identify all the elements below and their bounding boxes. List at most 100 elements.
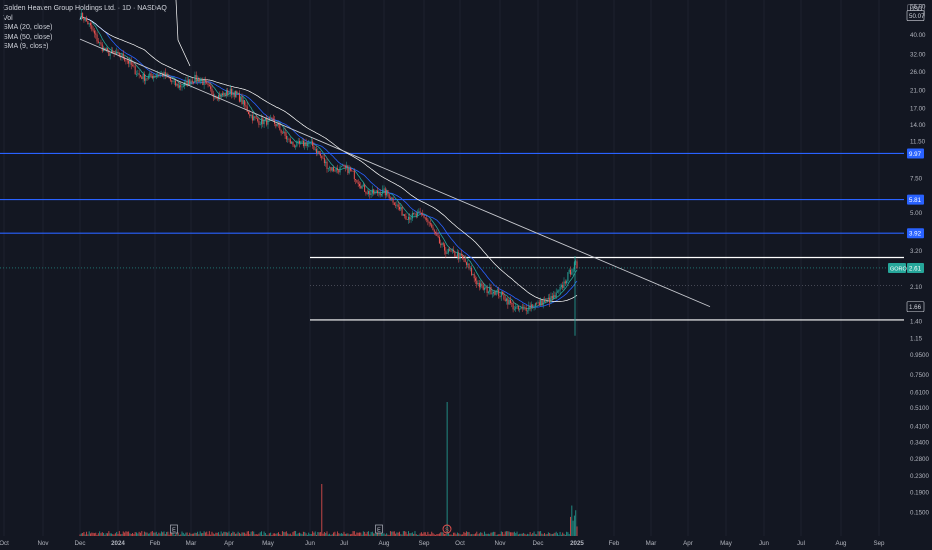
volume-bar <box>527 533 529 536</box>
volume-bar <box>229 534 231 536</box>
volume-bar <box>486 533 488 536</box>
candle <box>528 301 530 314</box>
candle-body <box>465 262 467 265</box>
volume-bar <box>335 534 337 536</box>
volume-bar <box>202 533 204 536</box>
candle-body <box>150 73 152 77</box>
legend-title[interactable]: Golden Heaven Group Holdings Ltd. · 1D ·… <box>3 5 167 12</box>
candle <box>101 42 103 53</box>
candle <box>362 183 364 188</box>
volume-bar <box>523 532 525 536</box>
candle <box>299 138 300 148</box>
candle <box>493 291 495 297</box>
candle <box>267 116 269 129</box>
candle-body <box>410 218 412 220</box>
candle <box>471 265 473 277</box>
candle-body <box>447 249 449 253</box>
candle-body <box>327 168 329 169</box>
volume-bar <box>259 532 261 536</box>
candle-body <box>519 309 521 310</box>
candle-body <box>391 197 393 200</box>
candle-body <box>413 212 415 214</box>
candle-body <box>375 190 377 192</box>
candle <box>175 79 177 87</box>
candle <box>482 282 484 291</box>
candle-body <box>120 56 122 58</box>
candle-body <box>386 190 388 196</box>
volume-bar <box>122 531 124 536</box>
volume-bar <box>361 534 363 536</box>
legend-sma50[interactable]: SMA (50, close) <box>3 33 53 41</box>
candle <box>478 280 480 291</box>
volume-bar <box>129 533 131 536</box>
candle-body <box>509 299 511 304</box>
volume-bar <box>436 534 438 536</box>
y-tick-label: 32.00 <box>910 51 926 58</box>
candle <box>154 74 156 78</box>
x-tick-label: May <box>720 540 733 547</box>
candle <box>84 17 86 22</box>
legend-sma9[interactable]: SMA (9, close) <box>3 43 49 50</box>
candle-body <box>110 50 112 54</box>
volume-bar <box>339 533 341 536</box>
volume-bar <box>136 532 137 536</box>
legend-vol[interactable]: Vol <box>3 14 13 22</box>
candle-body <box>82 13 84 19</box>
price-axis: 56.00 40.00 32.00 26.00 21.00 17.00 14.00 11.50… <box>888 4 929 517</box>
candle-body <box>195 74 197 81</box>
price-badge-bg <box>907 148 924 159</box>
volume-bar <box>515 533 517 536</box>
candle <box>304 139 306 150</box>
candle <box>109 53 111 60</box>
candle-body <box>490 287 492 295</box>
volume-bar <box>555 531 557 536</box>
candle-body <box>116 51 118 55</box>
volume-bar <box>446 402 448 536</box>
candle-body <box>134 66 136 75</box>
candle-body <box>551 296 553 299</box>
candle <box>339 164 341 176</box>
candle-body <box>355 179 357 181</box>
volume-bar <box>371 531 373 536</box>
candle <box>329 165 331 172</box>
candle <box>387 189 389 197</box>
earnings-icon <box>170 524 178 534</box>
candle <box>432 224 434 231</box>
volume-bar <box>388 534 390 536</box>
candle <box>100 39 102 47</box>
volume-bar <box>462 534 464 536</box>
x-tick-label: Jun <box>759 540 770 547</box>
volume-bar <box>494 531 496 536</box>
volume-bar <box>249 534 251 536</box>
candle-body <box>473 274 475 279</box>
candle <box>405 213 407 221</box>
volume-bar <box>530 534 532 536</box>
volume-bar <box>491 532 493 536</box>
volume-bar <box>405 531 407 536</box>
candle-body <box>369 191 371 195</box>
volume-bar <box>432 533 434 536</box>
legend-sma20[interactable]: SMA (20, close) <box>3 24 53 31</box>
volume-bar <box>459 534 461 536</box>
candle <box>262 115 264 128</box>
candle <box>321 155 323 161</box>
y-tick-label: 0.1500 <box>910 510 929 517</box>
candle-body <box>89 23 91 26</box>
candle-body <box>339 166 341 173</box>
y-tick-label: 0.4100 <box>910 424 929 431</box>
candle <box>180 82 182 91</box>
volume-bar <box>110 533 112 536</box>
candle-body <box>494 291 496 295</box>
y-tick-label: 14.00 <box>910 122 926 129</box>
x-tick-label: Jul <box>797 540 805 547</box>
candle-body <box>530 304 532 308</box>
candle <box>235 90 236 99</box>
candle <box>559 283 561 295</box>
candle-body <box>419 211 421 213</box>
volume-bar <box>383 533 385 536</box>
candle-body <box>169 78 171 81</box>
candle <box>143 71 145 85</box>
volume-bar <box>326 531 328 536</box>
volume-bar <box>406 534 408 536</box>
